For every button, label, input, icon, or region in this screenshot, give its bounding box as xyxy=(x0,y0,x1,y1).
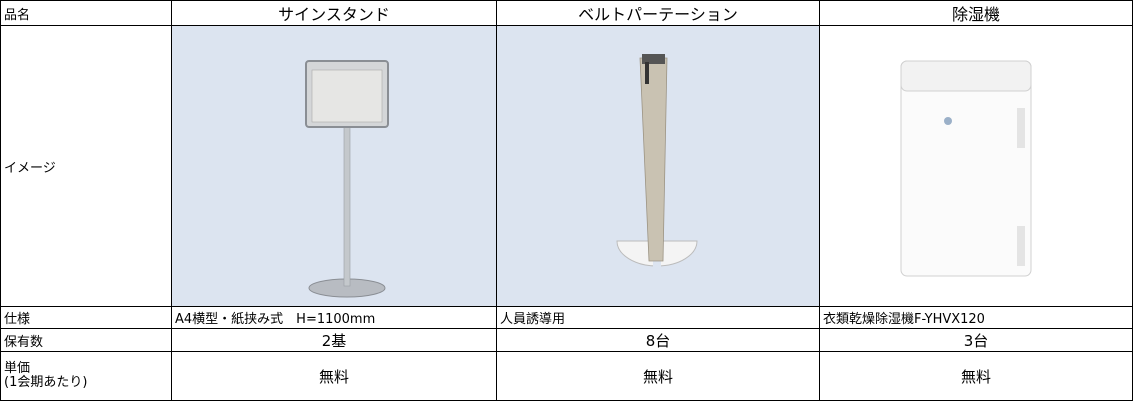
price-cell: 無料 xyxy=(172,352,496,400)
sign-stand-image xyxy=(305,60,389,298)
count-cell: 3台 xyxy=(820,329,1132,351)
spec-cell: 人員誘導用 xyxy=(497,307,819,328)
row-label: 保有数 xyxy=(1,329,171,351)
spec-cell: A4横型・紙挟み式 H=1100mm xyxy=(172,307,496,328)
product-name: サインスタンド xyxy=(172,1,496,25)
product-name: 除湿機 xyxy=(820,1,1132,25)
product-name: ベルトパーテーション xyxy=(497,1,819,25)
image-cell xyxy=(172,26,496,306)
image-cell xyxy=(497,26,819,306)
header-label: 品名 xyxy=(1,1,171,25)
label-subtext: (1会期あたり) xyxy=(4,375,88,390)
spec-cell: 衣類乾燥除湿機F-YHVX120 xyxy=(820,307,1132,328)
count-cell: 8台 xyxy=(497,329,819,351)
row-label: イメージ xyxy=(1,26,171,306)
row-label: 仕様 xyxy=(1,307,171,328)
dehumidifier-image xyxy=(900,60,1032,277)
price-cell: 無料 xyxy=(497,352,819,400)
image-cell xyxy=(820,26,1132,306)
label-text: 単価 xyxy=(4,361,31,376)
count-cell: 2基 xyxy=(172,329,496,351)
row-label: 単価 (1会期あたり) xyxy=(1,352,171,400)
price-cell: 無料 xyxy=(820,352,1132,400)
belt-partition-image xyxy=(616,54,698,271)
